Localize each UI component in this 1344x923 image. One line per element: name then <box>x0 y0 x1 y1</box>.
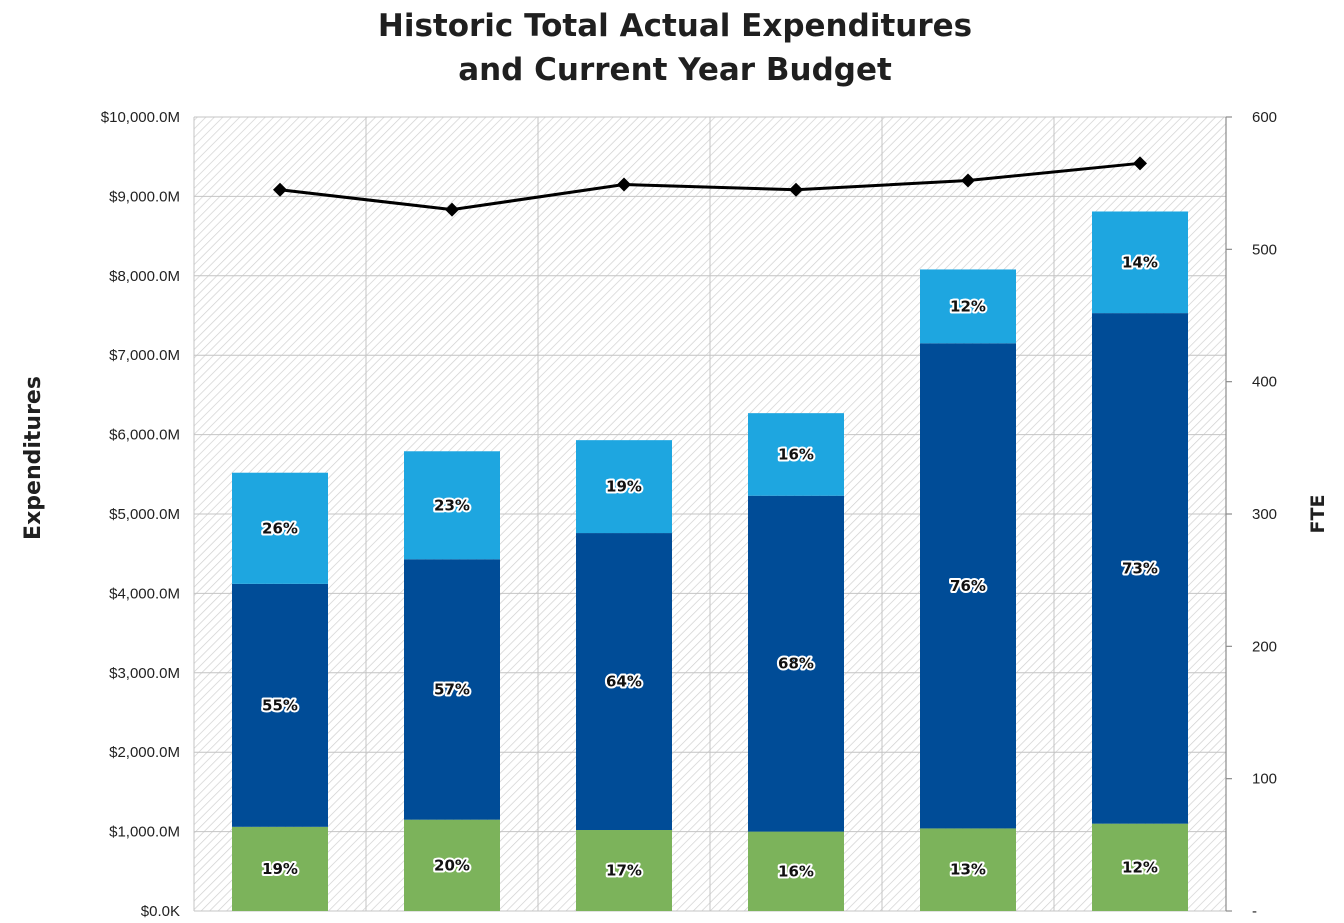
data-label-halo-1-4: 76% <box>950 577 986 595</box>
y-tick-label-6: $6,000.0M <box>109 427 180 444</box>
data-label-halo-0-0: 19% <box>262 860 298 878</box>
data-label-halo-2-2: 19% <box>606 478 642 496</box>
y-axis-title: Expenditures <box>21 376 46 540</box>
data-label-halo-2-0: 26% <box>262 519 298 537</box>
data-label-halo-1-5: 73% <box>1122 559 1158 577</box>
line-point-0-2 <box>617 177 631 192</box>
y-tick-label-8: $8,000.0M <box>109 268 180 285</box>
y-tick-label-0: $0.0K <box>141 903 180 920</box>
bar-series-0-cat-5 <box>1092 823 1188 911</box>
chart-title-line-1: Historic Total Actual Expenditures <box>378 8 972 44</box>
data-label-halo-0-4: 13% <box>950 861 986 879</box>
line-point-0-1 <box>445 202 459 217</box>
data-label-halo-0-2: 17% <box>606 862 642 880</box>
bars <box>232 211 1188 911</box>
gridlines <box>193 116 1227 912</box>
data-label-halo-0-5: 12% <box>1122 858 1158 876</box>
line-path-0 <box>279 161 1141 212</box>
line-point-0-3 <box>789 182 803 197</box>
bar-series-0-cat-0 <box>232 826 328 911</box>
line-point-0-5 <box>1133 156 1147 171</box>
line-point-0-4 <box>961 173 975 188</box>
bar-series-1-cat-1 <box>404 559 500 820</box>
data-label-2-0: 26% <box>262 519 298 537</box>
bar-series-2-cat-2 <box>576 440 672 534</box>
y2-tick-label-6: 600 <box>1252 109 1277 126</box>
bar-series-0-cat-1 <box>404 819 500 911</box>
bar-series-0-cat-2 <box>576 830 672 911</box>
bar-series-1-cat-5 <box>1092 313 1188 824</box>
y2-tick-label-5: 500 <box>1252 241 1277 258</box>
data-label-2-3: 16% <box>778 445 814 463</box>
chart-title-line-2: and Current Year Budget <box>458 52 892 88</box>
data-label-1-3: 68% <box>778 655 814 673</box>
y2-tick-label-4: 400 <box>1252 374 1277 391</box>
y-tick-label-5: $5,000.0M <box>109 506 180 523</box>
line-point-0-0 <box>273 182 287 197</box>
data-label-2-2: 19% <box>606 478 642 496</box>
data-label-halo-1-2: 64% <box>606 673 642 691</box>
data-label-1-1: 57% <box>434 680 470 698</box>
data-label-halo-0-3: 16% <box>778 862 814 880</box>
data-label-1-2: 64% <box>606 673 642 691</box>
bar-series-1-cat-3 <box>748 495 844 832</box>
bar-series-2-cat-0 <box>232 472 328 584</box>
data-label-1-5: 73% <box>1122 559 1158 577</box>
fte-line-series <box>273 156 1147 217</box>
bar-series-0-cat-3 <box>748 831 844 911</box>
y-tick-label-4: $4,000.0M <box>109 585 180 602</box>
y-tick-label-3: $3,000.0M <box>109 665 180 682</box>
bar-series-2-cat-1 <box>404 451 500 560</box>
data-label-0-4: 13% <box>950 861 986 879</box>
y2-axis-title: FTE <box>1307 495 1329 534</box>
bar-series-1-cat-4 <box>920 343 1016 829</box>
bar-series-2-cat-4 <box>920 269 1016 344</box>
bar-series-0-cat-4 <box>920 828 1016 911</box>
data-label-0-0: 19% <box>262 860 298 878</box>
y2-tick-label-3: 300 <box>1252 506 1277 523</box>
data-label-0-3: 16% <box>778 862 814 880</box>
data-label-halo-2-1: 23% <box>434 496 470 514</box>
y2-tick-label-2: 200 <box>1252 638 1277 655</box>
y2-tick-label-1: 100 <box>1252 771 1277 788</box>
data-label-halo-0-1: 20% <box>434 856 470 874</box>
axes: $0.0K $1,000.0M $2,000.0M $3,000.0M $4,000.0… <box>101 109 1277 920</box>
bar-series-1-cat-2 <box>576 533 672 831</box>
y-tick-label-7: $7,000.0M <box>109 347 180 364</box>
y-tick-label-2: $2,000.0M <box>109 744 180 761</box>
data-label-1-0: 55% <box>262 696 298 714</box>
bar-series-2-cat-3 <box>748 413 844 496</box>
data-label-halo-1-1: 57% <box>434 680 470 698</box>
bar-series-1-cat-0 <box>232 583 328 827</box>
data-label-1-4: 76% <box>950 577 986 595</box>
data-label-halo-2-3: 16% <box>778 445 814 463</box>
data-label-0-5: 12% <box>1122 858 1158 876</box>
data-label-halo-2-5: 14% <box>1122 253 1158 271</box>
y2-tick-label-0: - <box>1252 903 1257 920</box>
data-labels: 19%19% 20%20% 17%17% 16%16% 13%13% 12%12%55%5… <box>260 251 1160 882</box>
y-tick-label-1: $1,000.0M <box>109 824 180 841</box>
bar-series-2-cat-5 <box>1092 211 1188 314</box>
data-label-0-2: 17% <box>606 862 642 880</box>
data-label-2-1: 23% <box>434 496 470 514</box>
y-tick-label-9: $9,000.0M <box>109 188 180 205</box>
data-label-halo-2-4: 12% <box>950 297 986 315</box>
data-label-2-5: 14% <box>1122 253 1158 271</box>
data-label-2-4: 12% <box>950 297 986 315</box>
data-label-halo-1-3: 68% <box>778 655 814 673</box>
data-label-0-1: 20% <box>434 856 470 874</box>
y-tick-label-10: $10,000.0M <box>101 109 180 126</box>
data-label-halo-1-0: 55% <box>262 696 298 714</box>
